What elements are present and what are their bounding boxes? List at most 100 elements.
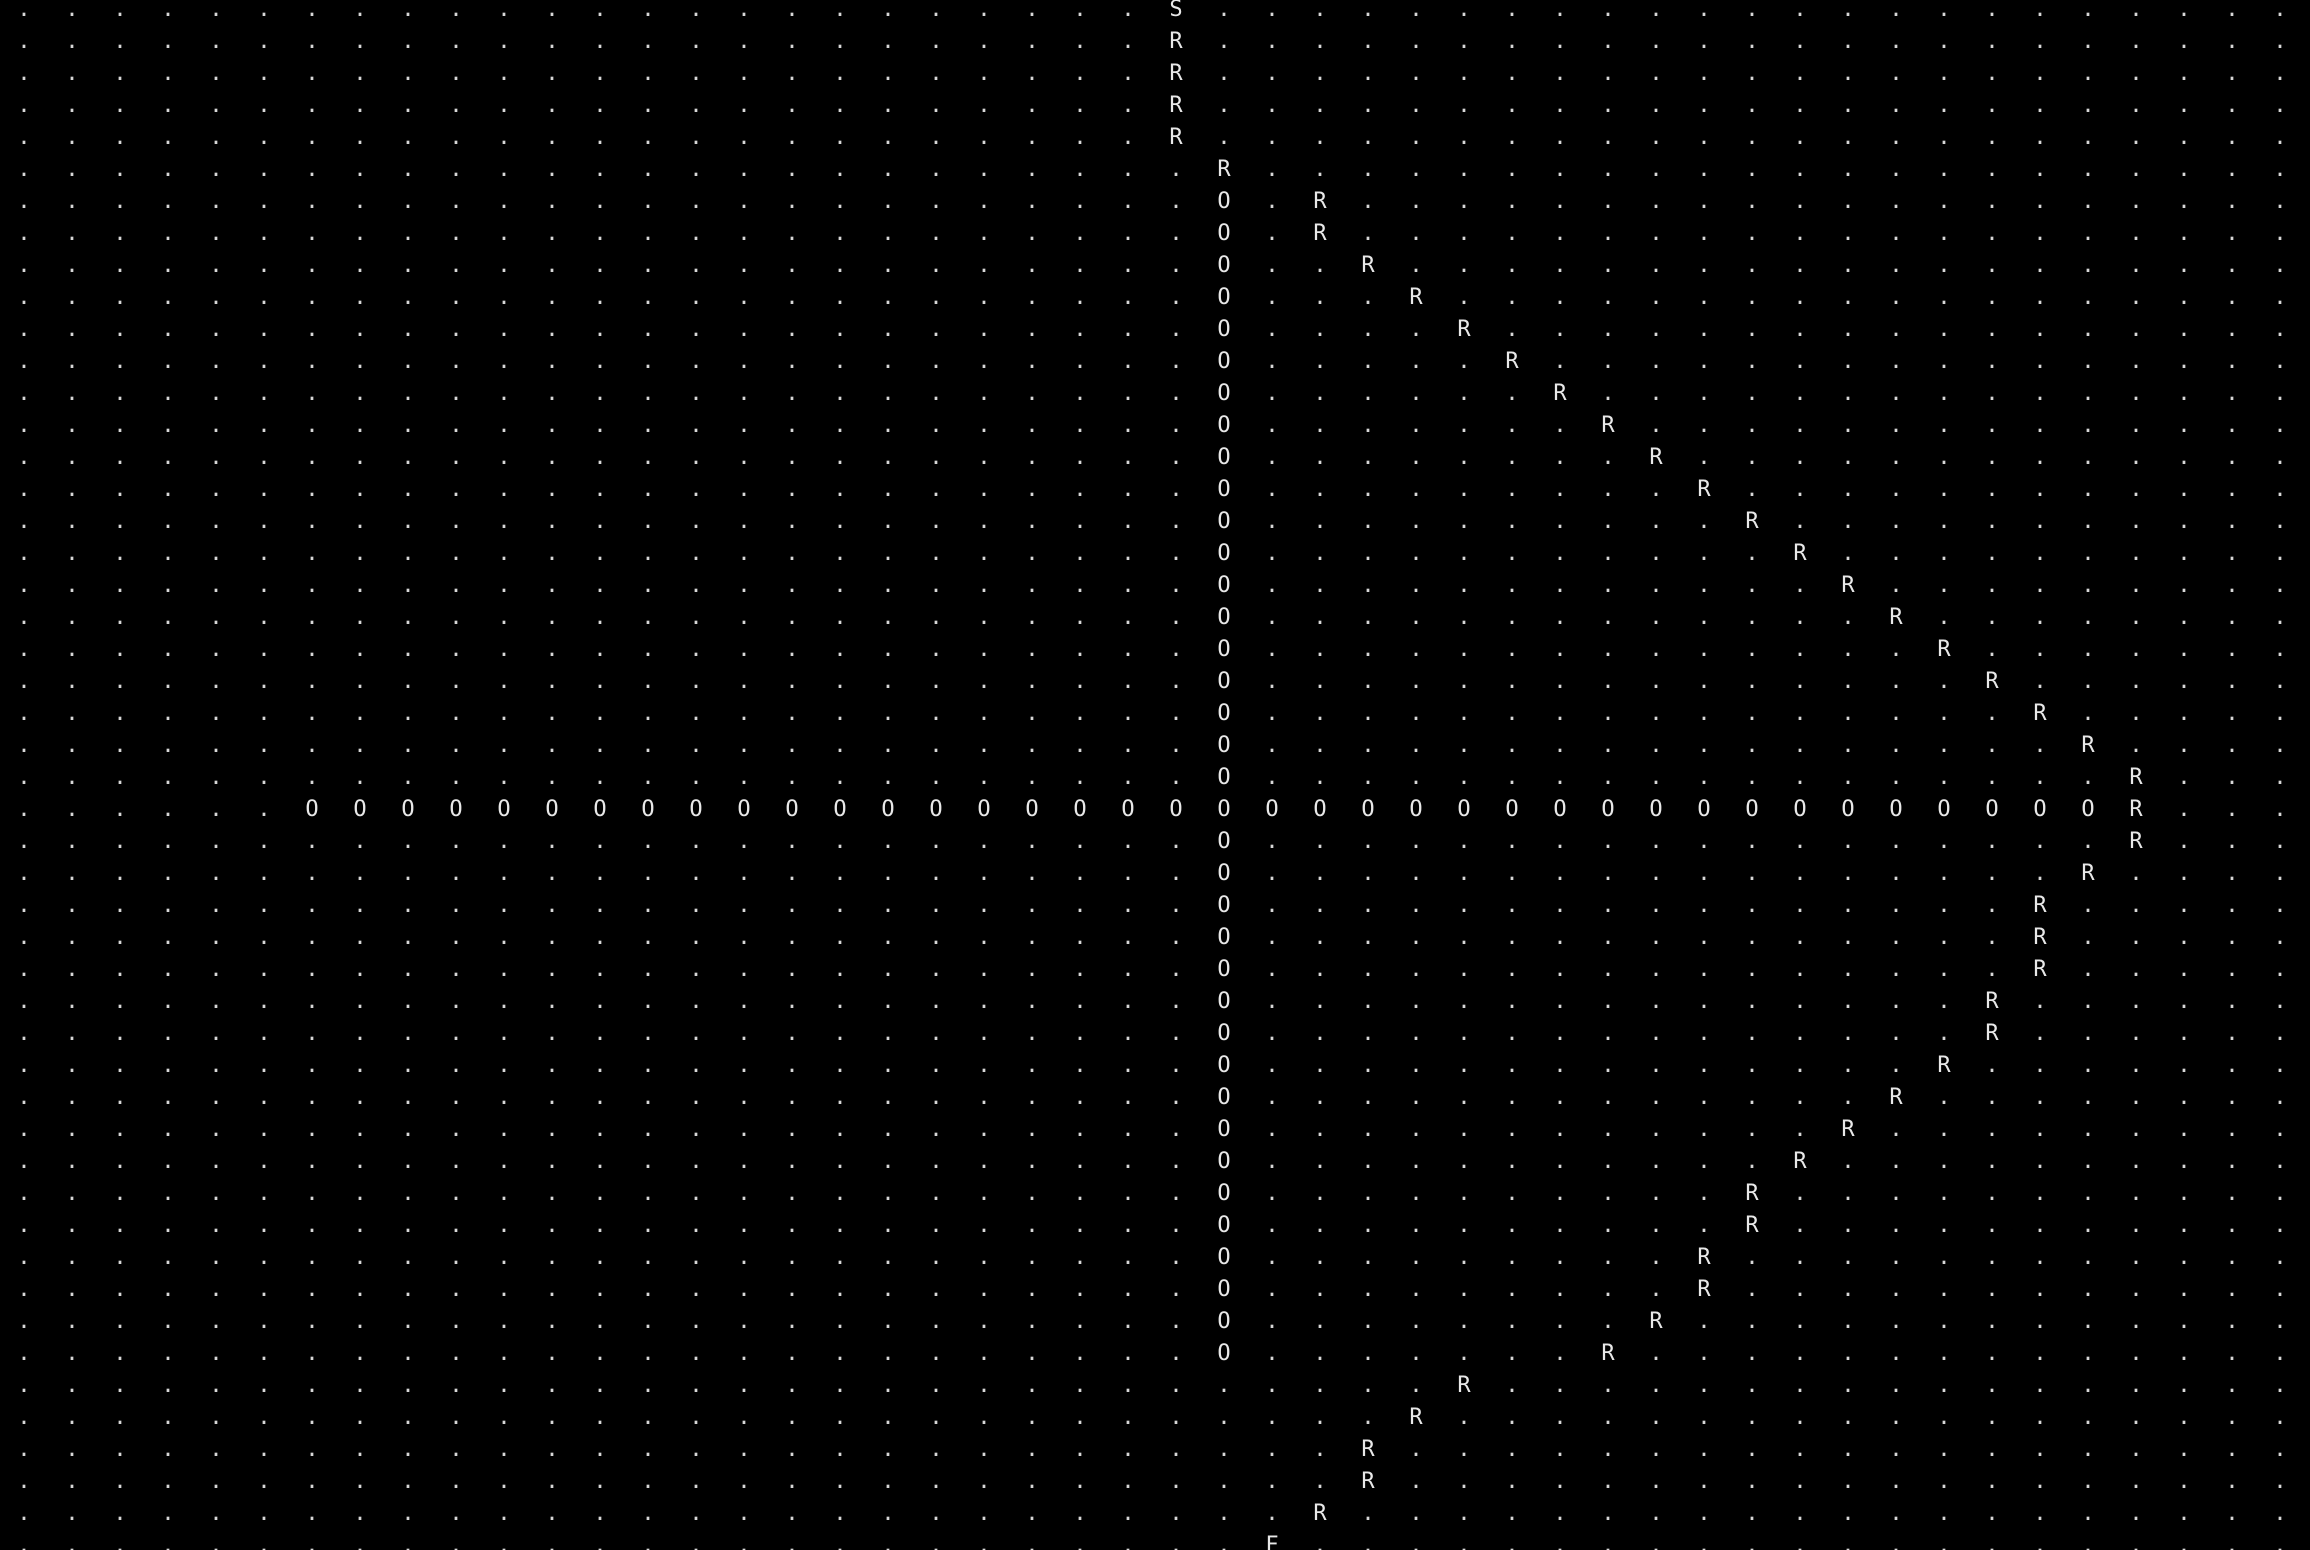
grid-cell-empty: . [1217, 1501, 1231, 1526]
grid-cell-empty: . [1169, 701, 1183, 726]
grid-cell-empty: . [1985, 413, 1999, 438]
grid-cell-empty: . [2273, 93, 2287, 118]
grid-cell-empty: . [1265, 1085, 1279, 1110]
grid-cell-empty: . [1745, 125, 1759, 150]
grid-cell-empty: . [545, 349, 559, 374]
grid-cell-empty: . [1553, 61, 1567, 86]
grid-cell-empty: . [1841, 413, 1855, 438]
grid-cell-empty: . [1601, 573, 1615, 598]
grid-cell-empty: . [401, 349, 415, 374]
grid-cell-empty: . [17, 1437, 31, 1462]
grid-cell-route: R [1793, 1149, 1807, 1174]
grid-cell-empty: . [1025, 637, 1039, 662]
grid-cell-empty: . [1889, 1437, 1903, 1462]
grid-cell-empty: . [1025, 1405, 1039, 1430]
grid-cell-empty: . [1841, 1533, 1855, 1550]
grid-cell-empty: . [1073, 1085, 1087, 1110]
grid-cell-empty: . [1649, 1469, 1663, 1494]
grid-cell-obstacle: O [545, 797, 559, 822]
grid-cell-empty: . [1073, 637, 1087, 662]
grid-cell-empty: . [1985, 605, 1999, 630]
grid-cell-empty: . [881, 381, 895, 406]
grid-cell-empty: . [785, 285, 799, 310]
grid-cell-empty: . [1409, 93, 1423, 118]
grid-cell-empty: . [1121, 1213, 1135, 1238]
grid-cell-empty: . [1073, 701, 1087, 726]
grid-cell-empty: . [113, 1245, 127, 1270]
grid-cell-empty: . [161, 797, 175, 822]
grid-cell-empty: . [1697, 445, 1711, 470]
grid-cell-empty: . [1937, 0, 1951, 22]
grid-cell-route: R [2129, 765, 2143, 790]
grid-cell-route: R [1409, 1405, 1423, 1430]
grid-cell-empty: . [977, 1181, 991, 1206]
grid-cell-empty: . [1697, 413, 1711, 438]
grid-cell-empty: . [497, 125, 511, 150]
grid-cell-obstacle: O [1217, 1213, 1231, 1238]
grid-cell-empty: . [2273, 605, 2287, 630]
grid-cell-empty: . [977, 1245, 991, 1270]
grid-cell-empty: . [833, 1149, 847, 1174]
grid-cell-empty: . [1793, 1405, 1807, 1430]
grid-cell-empty: . [737, 765, 751, 790]
grid-cell-empty: . [401, 1053, 415, 1078]
grid-cell-empty: . [353, 1469, 367, 1494]
grid-cell-empty: . [929, 637, 943, 662]
grid-cell-empty: . [161, 93, 175, 118]
grid-cell-empty: . [353, 1533, 367, 1550]
grid-cell-empty: . [1841, 541, 1855, 566]
grid-cell-empty: . [353, 1117, 367, 1142]
grid-cell-empty: . [1265, 1501, 1279, 1526]
grid-cell-empty: . [2177, 1341, 2191, 1366]
grid-cell-empty: . [257, 989, 271, 1014]
grid-cell-empty: . [2273, 285, 2287, 310]
grid-cell-empty: . [1793, 0, 1807, 22]
grid-row: .........................O....R.........… [0, 314, 2310, 346]
grid-cell-empty: . [353, 93, 367, 118]
grid-cell-empty: . [17, 125, 31, 150]
grid-cell-route: R [2033, 925, 2047, 950]
grid-cell-empty: . [113, 285, 127, 310]
grid-cell-empty: . [1313, 253, 1327, 278]
grid-cell-empty: . [1025, 125, 1039, 150]
grid-cell-empty: . [497, 1245, 511, 1270]
grid-cell-empty: . [161, 1533, 175, 1550]
grid-cell-empty: . [113, 1373, 127, 1398]
grid-cell-empty: . [161, 61, 175, 86]
grid-cell-obstacle: O [1073, 797, 1087, 822]
grid-cell-empty: . [1601, 765, 1615, 790]
grid-cell-empty: . [353, 1437, 367, 1462]
grid-row: .........................O.......R......… [0, 1338, 2310, 1370]
grid-cell-empty: . [2081, 1245, 2095, 1270]
grid-cell-empty: . [2225, 957, 2239, 982]
grid-cell-empty: . [17, 701, 31, 726]
grid-cell-obstacle: O [1217, 701, 1231, 726]
grid-cell-empty: . [1985, 541, 1999, 566]
grid-cell-empty: . [1409, 381, 1423, 406]
grid-cell-empty: . [1505, 573, 1519, 598]
grid-cell-empty: . [401, 1021, 415, 1046]
grid-cell-empty: . [1937, 733, 1951, 758]
grid-cell-empty: . [2177, 157, 2191, 182]
grid-cell-empty: . [65, 637, 79, 662]
grid-cell-empty: . [305, 861, 319, 886]
grid-cell-empty: . [641, 1341, 655, 1366]
grid-cell-empty: . [1169, 1309, 1183, 1334]
grid-cell-empty: . [1265, 445, 1279, 470]
grid-cell-empty: . [1505, 413, 1519, 438]
grid-cell-empty: . [977, 381, 991, 406]
grid-cell-obstacle: O [1361, 797, 1375, 822]
grid-cell-empty: . [449, 1469, 463, 1494]
grid-cell-empty: . [113, 605, 127, 630]
grid-cell-empty: . [881, 765, 895, 790]
grid-cell-empty: . [1121, 541, 1135, 566]
grid-cell-empty: . [1889, 1373, 1903, 1398]
grid-cell-empty: . [2033, 669, 2047, 694]
grid-cell-empty: . [1601, 669, 1615, 694]
grid-cell-empty: . [1025, 829, 1039, 854]
grid-cell-empty: . [65, 925, 79, 950]
grid-cell-empty: . [1697, 1053, 1711, 1078]
grid-cell-empty: . [1985, 1149, 1999, 1174]
grid-cell-empty: . [305, 1021, 319, 1046]
grid-cell-empty: . [1457, 701, 1471, 726]
